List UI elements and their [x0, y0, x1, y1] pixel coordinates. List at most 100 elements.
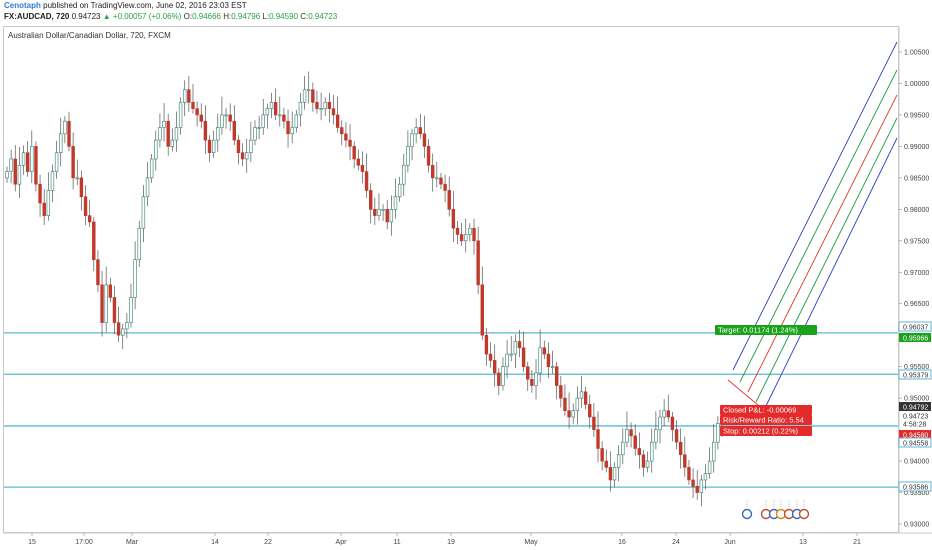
candle-body — [546, 353, 551, 367]
price-level-label: 0.94580 — [903, 433, 928, 440]
candle-body — [559, 385, 563, 399]
candle-body — [616, 454, 621, 468]
candle-body — [319, 108, 323, 110]
time-tick-label: 11 — [393, 539, 400, 546]
candle-body — [699, 479, 704, 493]
price-level-label: 0.96037 — [903, 325, 928, 332]
candle-body — [451, 209, 456, 229]
price-tick-label: 1.00500 — [904, 50, 929, 57]
candle-body — [716, 423, 720, 443]
published-text: published on TradingView.com, June 02, 2… — [43, 1, 247, 10]
low-label: L: — [262, 12, 270, 21]
candle-body — [240, 152, 245, 160]
candle-body — [497, 372, 501, 386]
candle-body — [592, 416, 596, 430]
candle-body — [368, 190, 373, 210]
candle-body — [203, 120, 208, 141]
candle-body — [707, 460, 712, 474]
candle-body — [472, 227, 476, 242]
candle-body — [703, 473, 708, 481]
candle-body — [377, 209, 381, 216]
time-tick-label: 13 — [799, 539, 807, 546]
candle-body — [158, 127, 162, 141]
candle-body — [340, 127, 344, 135]
candle-body — [712, 441, 716, 462]
candle-body — [567, 410, 571, 418]
candle-body — [104, 284, 108, 323]
candle-body — [265, 108, 270, 116]
candle-body — [662, 410, 666, 418]
candle-body — [83, 196, 88, 216]
candle-body — [695, 485, 699, 493]
closed-pl-label: Closed P&L: -0.00069 — [723, 406, 796, 415]
candle-body — [174, 127, 179, 141]
price-level-label: 0.95379 — [903, 373, 928, 380]
candle-body — [418, 127, 422, 135]
candle-body — [278, 114, 282, 117]
price-level-label: 0.94723 — [903, 414, 928, 421]
event-marker-icon — [741, 508, 753, 520]
event-markers — [741, 500, 810, 520]
candle-body — [670, 416, 675, 430]
candle-body — [588, 404, 592, 418]
price-tick-label: 0.98500 — [904, 175, 929, 182]
candle-body — [286, 120, 290, 135]
author-name[interactable]: Cenotaph — [4, 1, 41, 10]
candle-body — [687, 467, 691, 481]
candle-body — [422, 133, 427, 147]
candle-body — [583, 391, 588, 405]
candle-body — [600, 448, 604, 462]
candle-body — [534, 372, 538, 386]
candle-body — [290, 127, 294, 135]
candle-body — [455, 227, 460, 235]
price-axis: 1.00500 1.00000 0.99500 0.99000 0.98500 0.980… — [898, 27, 932, 533]
price-tick-label: 1.00000 — [904, 81, 929, 88]
candle-body — [530, 378, 534, 386]
time-tick-label: 14 — [211, 539, 219, 546]
time-tick-label: 15 — [28, 539, 36, 546]
candle-body — [67, 120, 71, 147]
candle-body — [298, 102, 303, 116]
time-tick-label: Mar — [126, 539, 139, 546]
candle-body — [579, 391, 584, 399]
candle-body — [484, 334, 489, 355]
candle-body — [236, 139, 241, 153]
candle-body — [42, 202, 46, 216]
candle-body — [162, 120, 166, 128]
time-tick-label: 19 — [447, 539, 455, 546]
candle-body — [245, 152, 249, 160]
candle-body — [92, 221, 96, 260]
candle-body — [521, 347, 526, 367]
target-label: Target: 0.01174 (1.24%) — [718, 326, 798, 335]
candle-body — [21, 152, 26, 166]
pitchfork-line — [739, 69, 898, 383]
price-label-box — [898, 369, 932, 380]
candle-body — [666, 410, 670, 418]
candle-body — [71, 146, 75, 179]
low-value: 0.94590 — [269, 12, 298, 21]
price-label-box — [899, 333, 931, 342]
event-marker-icon — [798, 508, 810, 520]
price-label-box — [899, 430, 931, 439]
candle-body — [211, 139, 216, 153]
candle-body — [604, 460, 608, 468]
last-price: 0.94723 — [71, 12, 101, 21]
candle-body — [141, 196, 146, 229]
candle-body — [166, 120, 170, 147]
candle-body — [116, 322, 121, 336]
candle-body — [79, 177, 84, 198]
candle-body — [430, 164, 435, 179]
candle-body — [96, 259, 100, 286]
candle-body — [625, 429, 629, 443]
candle-body — [311, 89, 315, 103]
candle-body — [542, 347, 546, 355]
pitchfork-line — [747, 94, 898, 393]
candle-body — [273, 102, 278, 116]
candle-body — [269, 102, 274, 109]
candle-body — [170, 139, 175, 147]
change-up-icon: ▲ — [102, 12, 111, 21]
candle-body — [439, 177, 443, 185]
candle-body — [108, 284, 113, 298]
high-label: H: — [223, 12, 232, 21]
